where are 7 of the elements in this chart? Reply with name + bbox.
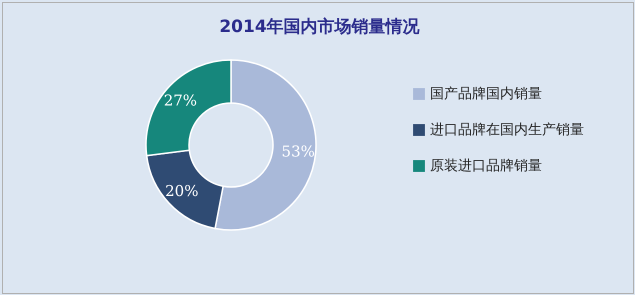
chart-title: 2014年国内市场销量情况	[219, 17, 421, 37]
data-label: 27%	[164, 91, 198, 110]
data-label: 53%	[282, 142, 315, 160]
legend-label: 国产品牌国内销量	[430, 86, 542, 102]
legend-label: 原装进口品牌销量	[430, 158, 542, 174]
data-label: 20%	[165, 182, 198, 200]
legend-label: 进口品牌在国内生产销量	[430, 122, 584, 138]
